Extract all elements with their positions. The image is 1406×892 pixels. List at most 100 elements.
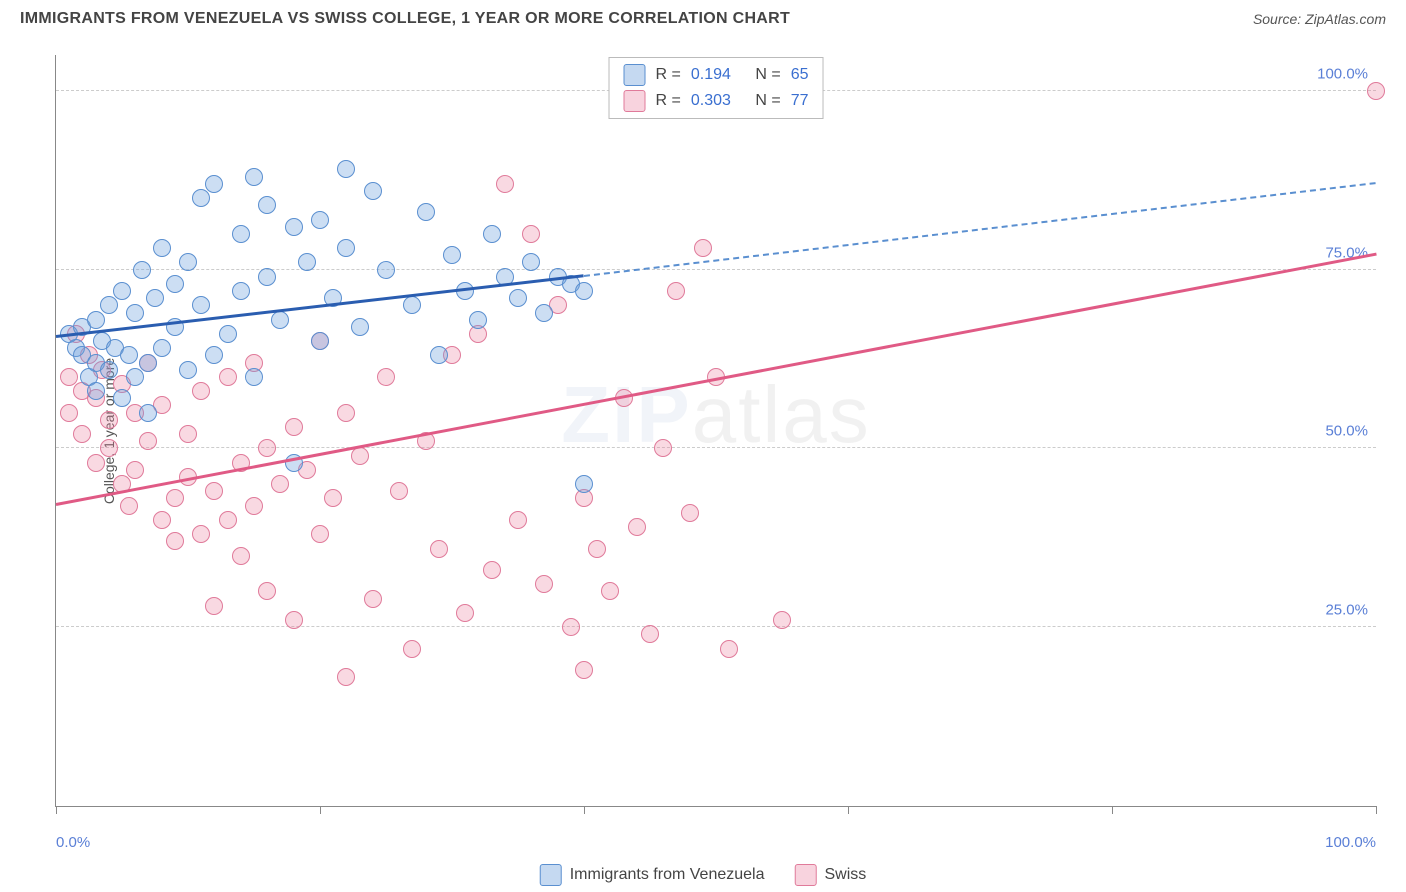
data-point [153, 239, 171, 257]
grid-line [56, 269, 1376, 270]
data-point [205, 482, 223, 500]
x-tick [1112, 806, 1113, 814]
data-point [73, 425, 91, 443]
swatch-venezuela [624, 64, 646, 86]
data-point [1367, 82, 1385, 100]
grid-line [56, 626, 1376, 627]
plot-area: ZIPatlas College, 1 year or more R = 0.1… [55, 55, 1376, 807]
data-point [146, 289, 164, 307]
data-point [575, 661, 593, 679]
data-point [258, 439, 276, 457]
data-point [430, 346, 448, 364]
data-point [641, 625, 659, 643]
correlation-legend: R = 0.194 N = 65 R = 0.303 N = 77 [609, 57, 824, 119]
chart-container: ZIPatlas College, 1 year or more R = 0.1… [20, 40, 1386, 832]
data-point [245, 497, 263, 515]
data-point [245, 368, 263, 386]
data-point [575, 282, 593, 300]
y-tick-label: 25.0% [1325, 602, 1368, 619]
data-point [720, 640, 738, 658]
data-point [483, 225, 501, 243]
data-point [694, 239, 712, 257]
data-point [139, 354, 157, 372]
data-point [232, 225, 250, 243]
x-tick-label: 100.0% [1325, 834, 1376, 851]
data-point [87, 311, 105, 329]
data-point [337, 239, 355, 257]
data-point [219, 511, 237, 529]
data-point [562, 618, 580, 636]
data-point [430, 540, 448, 558]
data-point [192, 382, 210, 400]
data-point [153, 339, 171, 357]
data-point [258, 582, 276, 600]
data-point [139, 404, 157, 422]
data-point [681, 504, 699, 522]
data-point [153, 511, 171, 529]
data-point [364, 590, 382, 608]
data-point [232, 282, 250, 300]
data-point [403, 640, 421, 658]
data-point [456, 604, 474, 622]
data-point [179, 425, 197, 443]
legend-row-swiss: R = 0.303 N = 77 [624, 88, 809, 114]
r-label: R = [656, 92, 681, 110]
data-point [205, 346, 223, 364]
data-point [311, 525, 329, 543]
data-point [337, 668, 355, 686]
data-point [258, 268, 276, 286]
legend-row-venezuela: R = 0.194 N = 65 [624, 62, 809, 88]
data-point [417, 203, 435, 221]
data-point [219, 325, 237, 343]
data-point [364, 182, 382, 200]
x-tick [320, 806, 321, 814]
swatch-swiss [794, 864, 816, 886]
data-point [126, 461, 144, 479]
chart-title: IMMIGRANTS FROM VENEZUELA VS SWISS COLLE… [20, 10, 790, 28]
data-point [483, 561, 501, 579]
data-point [667, 282, 685, 300]
data-point [522, 225, 540, 243]
data-point [390, 482, 408, 500]
data-point [100, 439, 118, 457]
r-value-venezuela: 0.194 [691, 66, 731, 84]
n-value-venezuela: 65 [791, 66, 809, 84]
data-point [192, 296, 210, 314]
swatch-swiss [624, 90, 646, 112]
x-tick [848, 806, 849, 814]
data-point [120, 346, 138, 364]
data-point [60, 404, 78, 422]
y-tick-label: 100.0% [1317, 65, 1368, 82]
data-point [113, 389, 131, 407]
data-point [628, 518, 646, 536]
n-label: N = [755, 66, 780, 84]
data-point [126, 368, 144, 386]
data-point [575, 475, 593, 493]
data-point [87, 382, 105, 400]
data-point [166, 489, 184, 507]
data-point [469, 311, 487, 329]
data-point [100, 296, 118, 314]
data-point [285, 611, 303, 629]
data-point [496, 175, 514, 193]
data-point [535, 575, 553, 593]
x-tick [1376, 806, 1377, 814]
legend-label-venezuela: Immigrants from Venezuela [570, 866, 765, 884]
watermark-a: ZIP [561, 370, 691, 459]
data-point [285, 218, 303, 236]
data-point [337, 160, 355, 178]
data-point [100, 411, 118, 429]
data-point [351, 318, 369, 336]
source-label: Source: ZipAtlas.com [1253, 11, 1386, 27]
data-point [324, 489, 342, 507]
data-point [509, 289, 527, 307]
legend-item-venezuela: Immigrants from Venezuela [540, 864, 765, 886]
data-point [87, 454, 105, 472]
legend-item-swiss: Swiss [794, 864, 866, 886]
data-point [535, 304, 553, 322]
data-point [311, 332, 329, 350]
data-point [311, 211, 329, 229]
n-label: N = [755, 92, 780, 110]
data-point [509, 511, 527, 529]
data-point [60, 368, 78, 386]
